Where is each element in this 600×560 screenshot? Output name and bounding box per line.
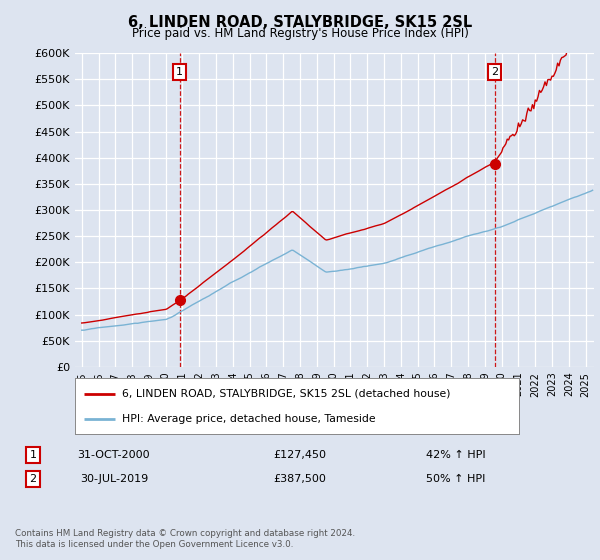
- Text: 30-JUL-2019: 30-JUL-2019: [80, 474, 148, 484]
- Text: HPI: Average price, detached house, Tameside: HPI: Average price, detached house, Tame…: [122, 414, 375, 424]
- Text: £127,450: £127,450: [274, 450, 326, 460]
- Text: 1: 1: [176, 67, 183, 77]
- Text: 2: 2: [29, 474, 37, 484]
- Text: 1: 1: [29, 450, 37, 460]
- Text: Contains HM Land Registry data © Crown copyright and database right 2024.
This d: Contains HM Land Registry data © Crown c…: [15, 529, 355, 549]
- Text: 31-OCT-2000: 31-OCT-2000: [77, 450, 151, 460]
- Text: 6, LINDEN ROAD, STALYBRIDGE, SK15 2SL (detached house): 6, LINDEN ROAD, STALYBRIDGE, SK15 2SL (d…: [122, 389, 450, 399]
- Text: 50% ↑ HPI: 50% ↑ HPI: [427, 474, 485, 484]
- Text: 6, LINDEN ROAD, STALYBRIDGE, SK15 2SL: 6, LINDEN ROAD, STALYBRIDGE, SK15 2SL: [128, 15, 472, 30]
- Text: Price paid vs. HM Land Registry's House Price Index (HPI): Price paid vs. HM Land Registry's House …: [131, 27, 469, 40]
- Text: 2: 2: [491, 67, 498, 77]
- Text: £387,500: £387,500: [274, 474, 326, 484]
- Text: 42% ↑ HPI: 42% ↑ HPI: [426, 450, 486, 460]
